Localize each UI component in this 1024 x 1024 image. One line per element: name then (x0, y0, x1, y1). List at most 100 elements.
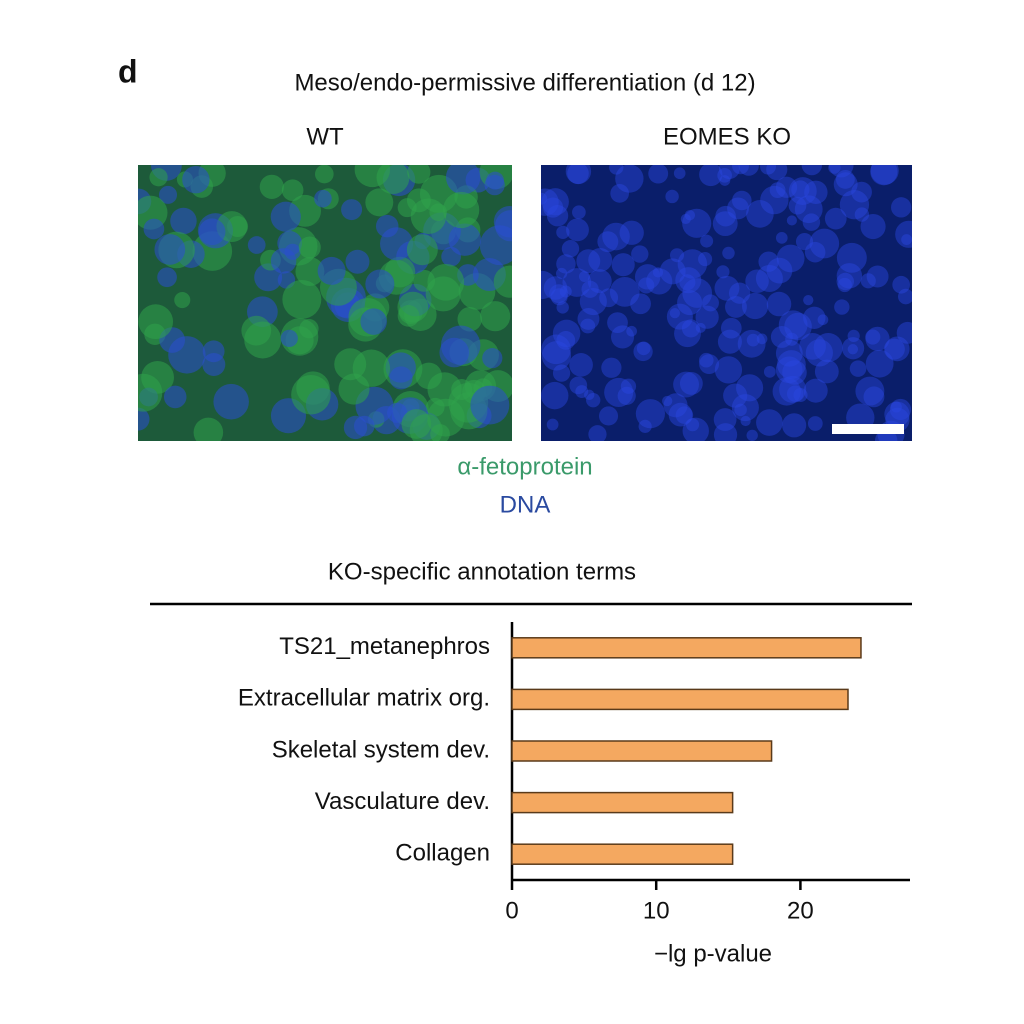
cell (609, 165, 624, 175)
cell (666, 303, 693, 330)
cell (620, 378, 637, 394)
cell (669, 308, 681, 319)
cell (804, 180, 828, 205)
cell (604, 377, 634, 407)
cell (578, 271, 590, 282)
cell (788, 196, 807, 215)
cell (586, 392, 601, 408)
cell (631, 245, 649, 263)
cell (778, 310, 808, 340)
cell (561, 240, 580, 258)
cell (766, 291, 792, 317)
cell (760, 185, 789, 215)
cell (341, 199, 363, 221)
cell (442, 191, 480, 229)
cell (556, 331, 576, 350)
cell (719, 175, 731, 186)
cell (836, 272, 854, 291)
cell (895, 220, 912, 248)
cell (159, 185, 178, 204)
cell (786, 215, 797, 226)
cell (482, 348, 503, 369)
cell (860, 213, 886, 240)
cell (555, 267, 568, 280)
cell (541, 188, 569, 216)
cell (619, 220, 644, 245)
cell (717, 329, 742, 354)
cell (410, 198, 447, 234)
cell (769, 182, 786, 199)
cell (803, 294, 814, 306)
cell (804, 241, 826, 263)
cell (779, 375, 807, 403)
cell (834, 299, 850, 315)
cell (541, 270, 557, 300)
bar (511, 688, 849, 711)
micrograph-ko (541, 165, 912, 441)
cell (182, 165, 210, 194)
scale-bar (832, 424, 904, 434)
cell (559, 285, 572, 298)
cell (541, 334, 571, 365)
cell (807, 416, 823, 431)
y-tick-label: Collagen (395, 840, 490, 867)
y-tick-label: Extracellular matrix org. (238, 685, 490, 712)
cell (732, 165, 749, 175)
figure-title: Meso/endo-permissive differentiation (d … (294, 69, 755, 96)
stain-legend: α-fetoprotein (457, 453, 592, 480)
cell (717, 168, 732, 183)
cell (805, 339, 833, 367)
cell (732, 190, 752, 211)
cell (149, 168, 168, 187)
cell (674, 320, 701, 348)
cell (698, 352, 714, 368)
cell (138, 304, 174, 340)
cell (865, 329, 881, 345)
cell (817, 314, 829, 326)
cell (562, 268, 592, 297)
cell (901, 234, 912, 245)
cell (599, 288, 619, 308)
cell (572, 205, 586, 220)
cell (389, 366, 413, 390)
cell (648, 165, 669, 184)
cell (579, 287, 607, 316)
cell (889, 398, 912, 421)
cell (682, 278, 713, 308)
cell (802, 213, 821, 231)
cell (746, 333, 760, 347)
cell (865, 326, 890, 351)
cell (860, 273, 876, 289)
cell (699, 165, 723, 187)
cell (890, 401, 902, 413)
cell (345, 249, 370, 274)
cell (847, 329, 860, 343)
cell (734, 403, 747, 417)
cell (866, 265, 889, 288)
cell (756, 333, 768, 345)
cell (836, 263, 863, 289)
cell (725, 296, 747, 318)
cell (569, 353, 593, 377)
cell (601, 357, 622, 378)
cell (884, 401, 910, 428)
cell (634, 264, 661, 290)
cell (794, 195, 823, 224)
cell (839, 190, 870, 220)
cell (425, 276, 461, 312)
micrograph-background (541, 165, 912, 441)
cell (776, 244, 805, 273)
cell (635, 399, 665, 429)
cell (682, 208, 712, 238)
cell (685, 418, 700, 432)
cell (679, 372, 703, 395)
cell (695, 322, 706, 333)
cell (406, 234, 438, 266)
cell (713, 423, 738, 441)
cell (782, 413, 807, 438)
cell (828, 165, 841, 174)
cell (702, 294, 719, 312)
cell (550, 288, 568, 306)
x-tick-label: 10 (643, 897, 670, 924)
cell (770, 326, 793, 348)
